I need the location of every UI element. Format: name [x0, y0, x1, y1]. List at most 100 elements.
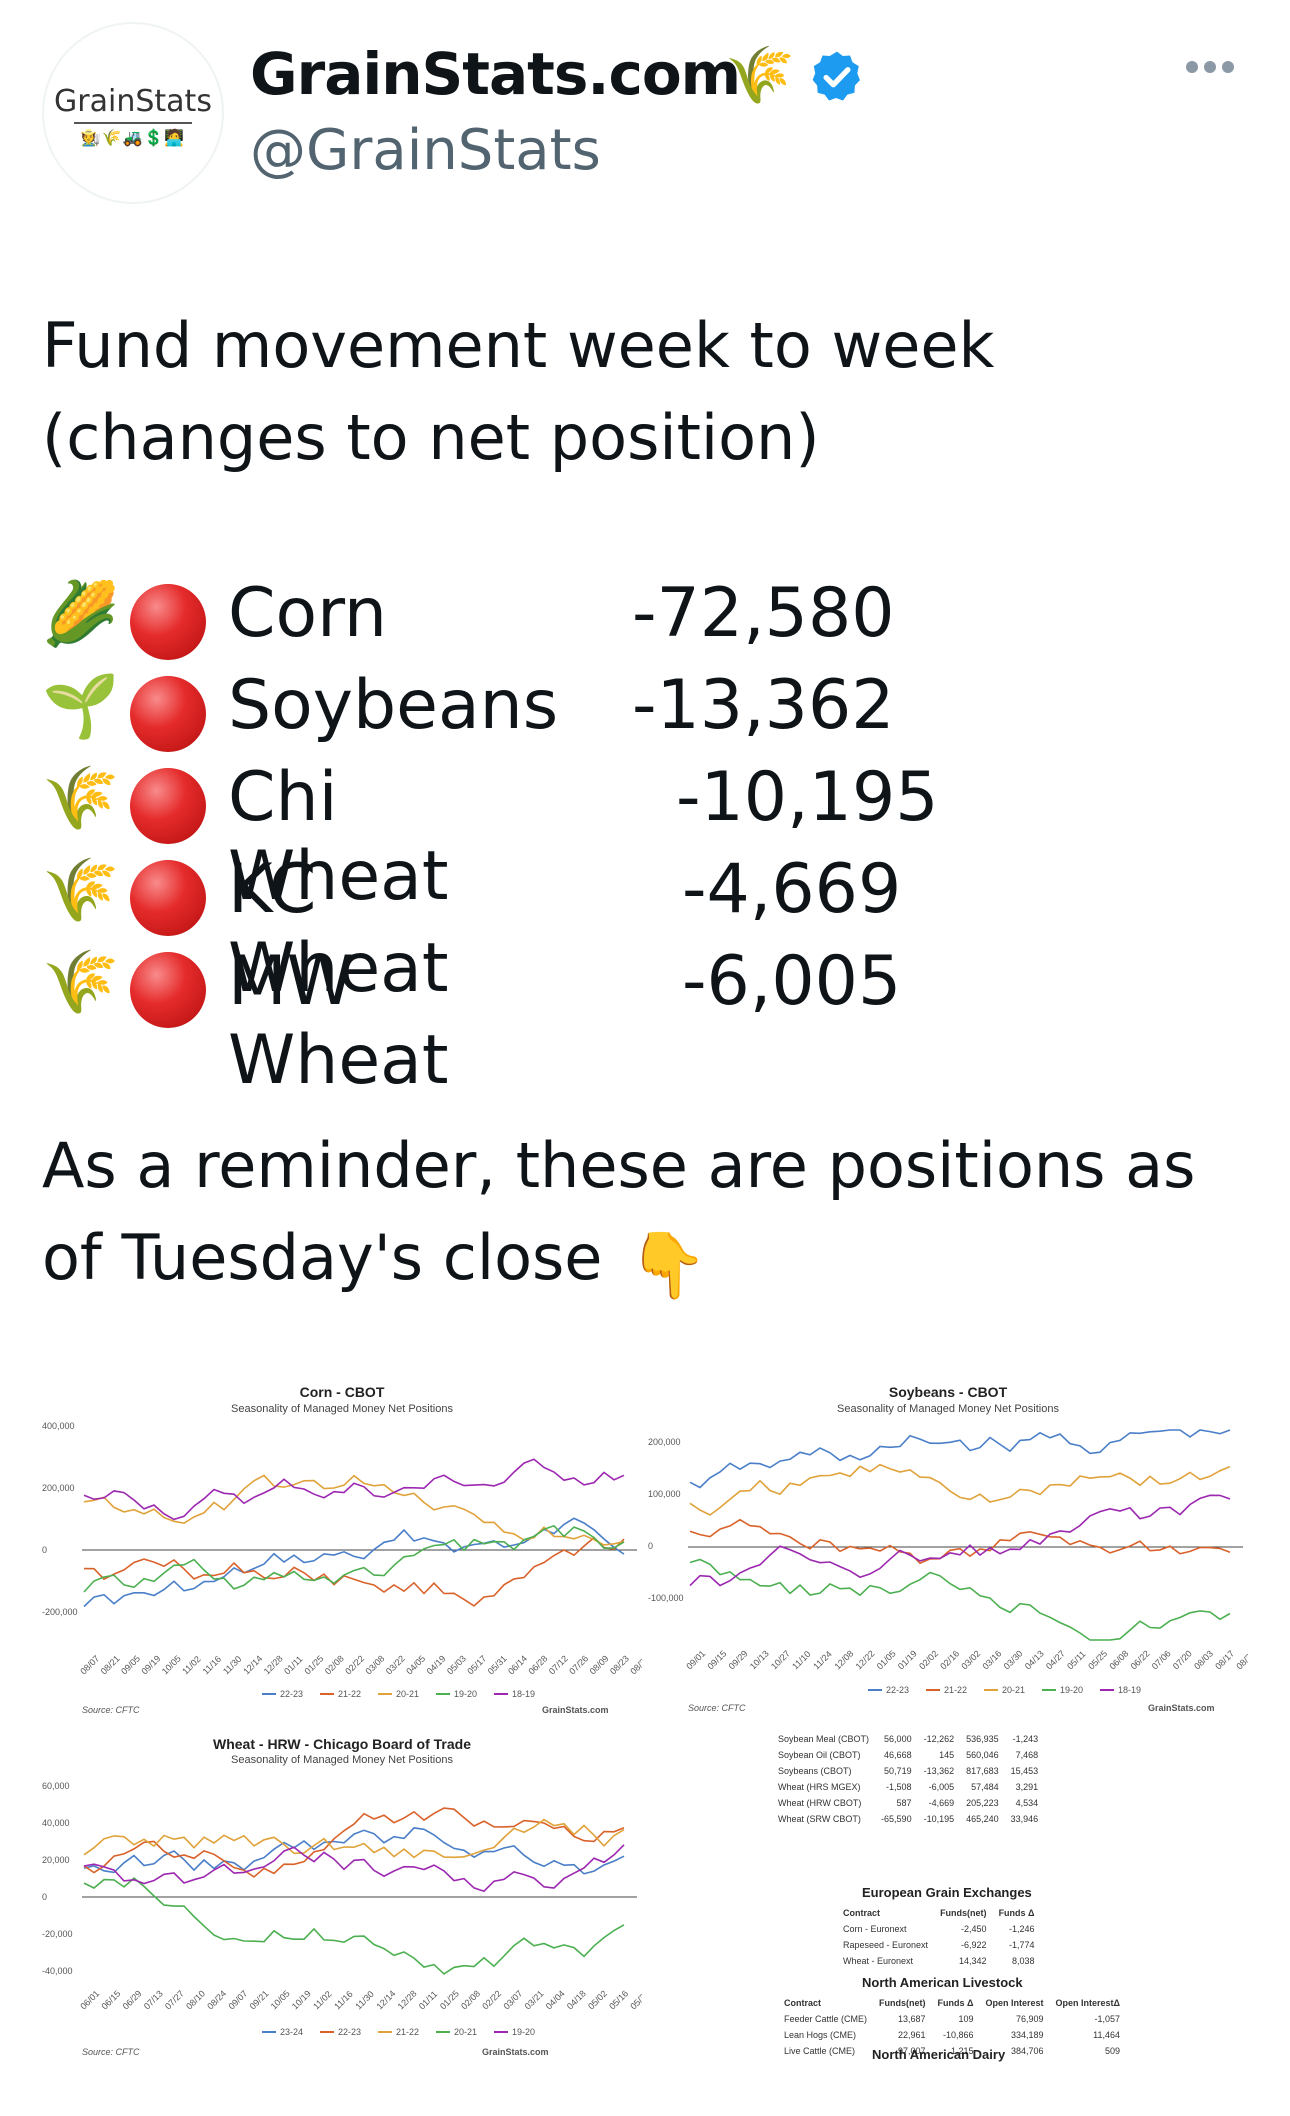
x-tick: 03/16 [980, 1648, 1003, 1671]
legend-label: 23-24 [280, 2027, 303, 2037]
x-tick: 01/25 [438, 1988, 461, 2011]
x-tick: 05/02 [586, 1988, 609, 2011]
table-row: Wheat (SRW CBOT) -65,590 -10,195 465,240 33,… [772, 1811, 1044, 1827]
x-tick: 02/22 [480, 1988, 503, 2011]
series-line [83, 1524, 625, 1593]
chart-title: Soybeans - CBOT [889, 1384, 1008, 1400]
commodity-name: Corn [228, 574, 387, 653]
dairy-section-title: North American Dairy [872, 2047, 1006, 2062]
x-tick: 10/13 [748, 1648, 771, 1671]
table-cell: -6,922 [961, 1940, 987, 1950]
chart-legend: 23-24 22-23 21-22 20-21 19-20 [262, 2027, 535, 2037]
table-cell: -65,590 [881, 1814, 912, 1824]
eu-table: Contract Funds(net) Funds Δ Corn - Euronex… [837, 1905, 1041, 1969]
legend-label: 20-21 [454, 2027, 477, 2037]
y-tick: -100,000 [648, 1593, 684, 1603]
chart-subtitle: Seasonality of Managed Money Net Positio… [231, 1403, 453, 1415]
corn-chart: Corn - CBOT Seasonality of Managed Money… [42, 1375, 642, 1725]
series-line [83, 1536, 625, 1607]
table-cell: 465,240 [966, 1814, 999, 1824]
y-tick: 200,000 [42, 1483, 75, 1493]
x-tick: 04/05 [404, 1653, 427, 1676]
eu-section-title: European Grain Exchanges [862, 1885, 1032, 1900]
us-futures-table: Soybean Meal (CBOT) 56,000 -12,262 536,935 -… [772, 1731, 1044, 1827]
table-row: Wheat (HRW CBOT) 587 -4,669 205,223 4,534 [772, 1795, 1044, 1811]
table-cell: Live Cattle (CME) [784, 2046, 856, 2056]
x-tick: 12/14 [374, 1988, 397, 2011]
column-header: Funds Δ [998, 1908, 1035, 1918]
table-row: Feeder Cattle (CME) 13,687 109 76,909 -1,057 [778, 2011, 1126, 2027]
y-tick: 400,000 [42, 1421, 75, 1431]
table-cell: 76,909 [1015, 2014, 1044, 2024]
legend-label: 18-19 [1118, 1685, 1141, 1695]
avatar[interactable]: GrainStats 🧑‍🌾🌾🚜💲🧑‍💻 [42, 22, 224, 204]
red-circle-icon [130, 952, 206, 1028]
series-line [83, 1458, 625, 1521]
series-line [83, 1474, 625, 1546]
x-tick: 11/02 [311, 1989, 334, 2012]
chart-title: Wheat - HRW - Chicago Board of Trade [213, 1736, 471, 1752]
attached-image[interactable]: Corn - CBOT Seasonality of Managed Money… [42, 1375, 1248, 2065]
table-cell: 560,046 [966, 1750, 999, 1760]
display-name[interactable]: GrainStats.com [250, 40, 741, 108]
table-cell: 3,291 [1015, 1782, 1039, 1792]
x-tick: 07/20 [1171, 1648, 1194, 1671]
avatar-logo-icons: 🧑‍🌾🌾🚜💲🧑‍💻 [80, 130, 186, 147]
sheaf-of-rice-icon: 🌾 [725, 43, 795, 106]
source-label: Source: CFTC [82, 2047, 140, 2057]
table-cell: 384,706 [1010, 2046, 1044, 2056]
more-options-icon[interactable] [1186, 60, 1246, 84]
series-line [83, 1827, 625, 1875]
x-tick: 02/22 [343, 1653, 366, 1676]
table-cell: 509 [1104, 2046, 1120, 2056]
chart-legend: 22-23 21-22 20-21 19-20 18-19 [868, 1685, 1141, 1695]
wheat-series [83, 1807, 625, 1975]
table-cell: 109 [958, 2014, 974, 2024]
table-row: Soybean Oil (CBOT) 46,668 145 560,046 7,468 [772, 1747, 1044, 1763]
table-cell: 57,484 [971, 1782, 999, 1792]
table-cell: 15,453 [1010, 1766, 1039, 1776]
x-tick: 09/07 [226, 1988, 249, 2011]
x-tick: 11/16 [332, 1989, 355, 2012]
corn-series [83, 1458, 625, 1608]
chart-subtitle: Seasonality of Managed Money Net Positio… [231, 1754, 453, 1766]
y-tick: 60,000 [42, 1781, 70, 1791]
sheaf-of-rice-icon: 🌾 [42, 856, 120, 925]
table-row: Lean Hogs (CME) 22,961 -10,866 334,189 11,46… [778, 2027, 1126, 2043]
x-tick: 11/16 [201, 1654, 224, 1677]
table-cell: -2,450 [961, 1924, 987, 1934]
net-change-value: -13,362 [632, 666, 895, 745]
legend-label: 18-19 [512, 1689, 535, 1699]
column-header: Open Interest [985, 1998, 1044, 2008]
table-row: Corn - Euronext -2,450 -1,246 [837, 1921, 1041, 1937]
table-cell: Soybean Oil (CBOT) [778, 1750, 861, 1760]
legend-label: 19-20 [512, 2027, 535, 2037]
table-cell: -1,057 [1094, 2014, 1120, 2024]
user-handle[interactable]: @GrainStats [250, 118, 601, 183]
tweet-reminder: As a reminder, these are positions as of… [42, 1120, 1195, 1304]
y-tick: 0 [42, 1892, 47, 1902]
y-tick: -200,000 [42, 1607, 78, 1617]
table-cell: 1,215 [950, 2046, 974, 2056]
x-tick: 11/30 [221, 1654, 244, 1677]
column-header: Funds(net) [879, 1998, 926, 2008]
x-tick: 12/22 [854, 1648, 877, 1671]
series-line [689, 1494, 1231, 1587]
legend-label: 21-22 [396, 2027, 419, 2037]
x-tick: 12/14 [241, 1653, 264, 1676]
x-tick: 08/03 [1192, 1648, 1215, 1671]
series-line [689, 1463, 1231, 1516]
x-tick: 06/22 [1129, 1648, 1152, 1671]
net-change-value: -10,195 [676, 758, 939, 837]
commodity-name: MW Wheat [228, 942, 449, 1100]
x-tick: 05/30 [628, 1988, 642, 2011]
livestock-section-title: North American Livestock [862, 1975, 1023, 1990]
net-change-value: -4,669 [682, 850, 902, 929]
table-row: Soybeans (CBOT) 50,719 -13,362 817,683 15,45… [772, 1763, 1044, 1779]
table-cell: 587 [896, 1798, 912, 1808]
x-tick: 02/02 [917, 1648, 940, 1671]
column-header: Funds(net) [940, 1908, 987, 1918]
x-tick: 09/01 [684, 1648, 707, 1671]
source-label: Source: CFTC [688, 1703, 746, 1713]
table-cell: 46,668 [884, 1750, 912, 1760]
